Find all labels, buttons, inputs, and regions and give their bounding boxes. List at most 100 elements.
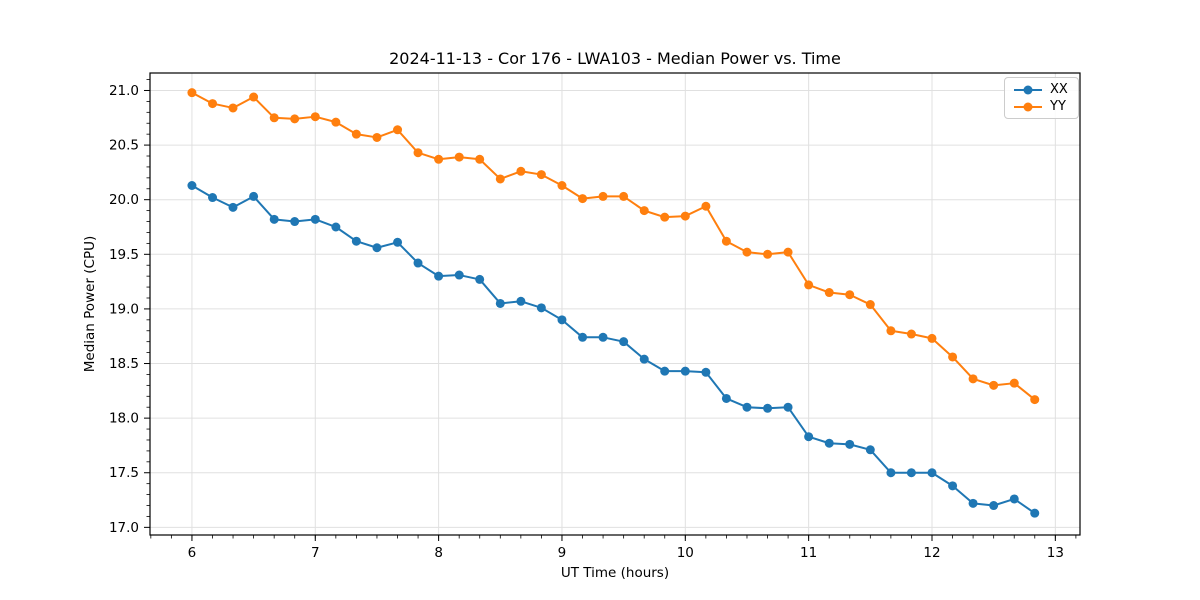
- series-xx-marker: [845, 439, 855, 449]
- series-xx-marker: [475, 274, 485, 284]
- series-xx-marker: [187, 180, 197, 190]
- series-yy-marker: [639, 206, 649, 216]
- series-xx-marker: [290, 217, 300, 227]
- series-xx-marker: [331, 222, 341, 232]
- series-yy-marker: [989, 380, 999, 390]
- series-xx-marker: [269, 214, 279, 224]
- series-xx-marker: [906, 468, 916, 478]
- series-yy-marker: [948, 352, 958, 362]
- y-tick-label: 20.0: [109, 192, 139, 208]
- series-xx-marker: [804, 432, 814, 442]
- y-tick-label: 19.5: [109, 247, 139, 263]
- series-xx-marker: [557, 315, 567, 325]
- series-xx-marker: [578, 332, 588, 342]
- series-yy-marker: [310, 112, 320, 122]
- x-tick-label: 13: [1047, 545, 1064, 561]
- series-xx-marker: [660, 366, 670, 376]
- series-yy-marker: [495, 174, 505, 184]
- series-yy-marker: [763, 249, 773, 259]
- x-tick-label: 12: [923, 545, 940, 561]
- series-xx-marker: [721, 393, 731, 403]
- series-yy-marker: [660, 212, 670, 222]
- series-xx-marker: [249, 191, 259, 201]
- series-yy-marker: [742, 247, 752, 257]
- series-yy-marker: [804, 280, 814, 290]
- series-yy-marker: [393, 125, 403, 135]
- series-xx-marker: [372, 243, 382, 253]
- series-yy-marker: [249, 92, 259, 102]
- series-yy-marker: [372, 132, 382, 142]
- series-xx-marker: [516, 296, 526, 306]
- x-tick-label: 11: [800, 545, 817, 561]
- series-yy-marker: [1009, 378, 1019, 388]
- series-xx-marker: [598, 332, 608, 342]
- x-tick-label: 9: [558, 545, 567, 561]
- y-tick-label: 17.0: [109, 520, 139, 536]
- series-yy-marker: [536, 170, 546, 180]
- series-yy-marker: [578, 194, 588, 204]
- series-xx-marker: [968, 498, 978, 508]
- legend: XX YY: [1004, 77, 1079, 119]
- series-xx-marker: [208, 193, 218, 203]
- y-tick-label: 21.0: [109, 83, 139, 99]
- x-tick-label: 10: [677, 545, 694, 561]
- series-yy-marker: [351, 129, 361, 139]
- y-tick-label: 18.5: [109, 356, 139, 372]
- series-xx-marker: [886, 468, 896, 478]
- x-tick-label: 7: [311, 545, 320, 561]
- series-yy-marker: [886, 326, 896, 336]
- x-axis-label: UT Time (hours): [560, 565, 670, 581]
- series-yy-line: [191, 91, 1036, 401]
- x-tick-label: 8: [434, 545, 443, 561]
- series-yy-marker: [516, 166, 526, 176]
- series-xx-marker: [619, 337, 629, 347]
- series-xx-marker: [351, 236, 361, 246]
- series-xx-marker: [228, 202, 238, 212]
- legend-item-yy: YY: [1013, 100, 1068, 113]
- series-yy-marker: [598, 191, 608, 201]
- series-xx-marker: [639, 354, 649, 364]
- series-yy-marker: [906, 329, 916, 339]
- series-xx-marker: [824, 438, 834, 448]
- series-xx-marker: [701, 367, 711, 377]
- series-xx-marker: [927, 468, 937, 478]
- series-yy-marker: [228, 103, 238, 113]
- series-xx-marker: [434, 271, 444, 281]
- legend-label: YY: [1050, 99, 1066, 114]
- legend-line-icon: [1014, 85, 1042, 94]
- series-yy-marker: [187, 88, 197, 98]
- series-xx-marker: [865, 445, 875, 455]
- series-xx-marker: [413, 258, 423, 268]
- series-yy-marker: [845, 290, 855, 300]
- series-yy-marker: [269, 113, 279, 123]
- series-yy-marker: [475, 154, 485, 164]
- y-tick-label: 19.0: [109, 301, 139, 317]
- y-tick-label: 17.5: [109, 465, 139, 481]
- y-tick-label: 18.0: [109, 411, 139, 427]
- y-tick-label: 20.5: [109, 138, 139, 154]
- series-yy-marker: [454, 152, 464, 162]
- x-tick-label: 6: [188, 545, 197, 561]
- series-xx-marker: [948, 481, 958, 491]
- series-yy-marker: [619, 191, 629, 201]
- series-xx-marker: [742, 402, 752, 412]
- series-xx-line: [191, 184, 1036, 514]
- series-yy-marker: [701, 201, 711, 211]
- series-xx-marker: [454, 270, 464, 280]
- series-yy-marker: [1030, 395, 1040, 405]
- series-yy-marker: [290, 114, 300, 124]
- y-axis-label: Median Power (CPU): [82, 235, 98, 373]
- legend-label: XX: [1050, 82, 1068, 97]
- series-yy-marker: [968, 374, 978, 384]
- series-xx-marker: [495, 298, 505, 308]
- legend-line-icon: [1014, 102, 1042, 111]
- legend-item-xx: XX: [1013, 83, 1068, 96]
- series-yy-marker: [331, 117, 341, 127]
- series-xx-marker: [1030, 508, 1040, 518]
- series-xx-marker: [310, 214, 320, 224]
- series-yy-marker: [721, 236, 731, 246]
- series-xx-marker: [536, 303, 546, 313]
- series-xx-marker: [1009, 494, 1019, 504]
